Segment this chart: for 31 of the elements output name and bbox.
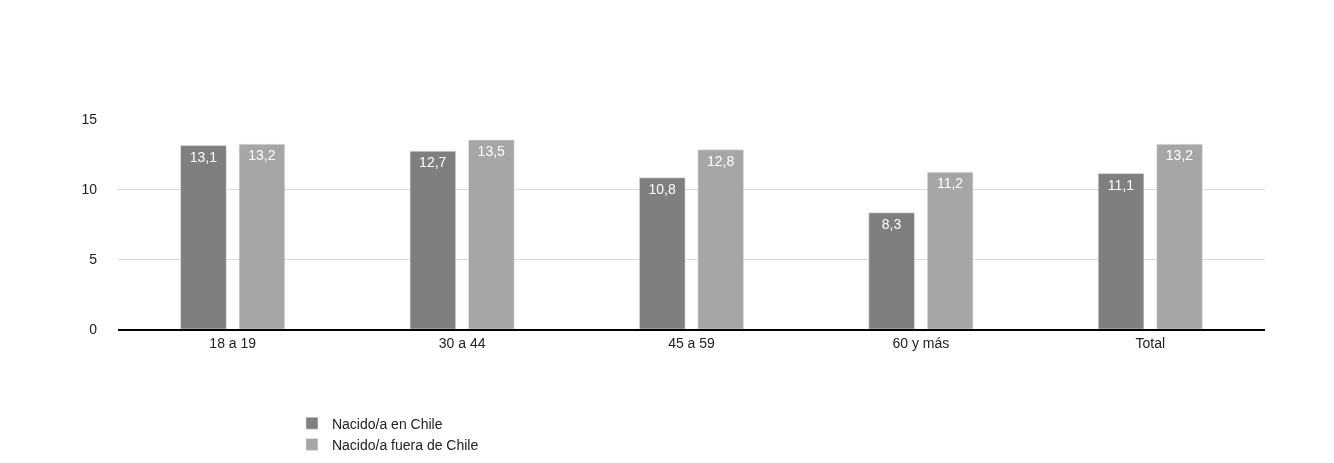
bar xyxy=(409,150,456,329)
data-label: 13,5 xyxy=(477,143,506,159)
data-label: 8,3 xyxy=(881,215,902,232)
bar xyxy=(1156,143,1203,329)
data-label: 11,2 xyxy=(936,175,964,192)
bar xyxy=(868,212,915,329)
y-tick-label: 0 xyxy=(89,320,98,337)
x-tick-label: 45 a 59 xyxy=(668,334,716,351)
bar xyxy=(639,177,686,329)
x-tick-label: 18 a 19 xyxy=(209,334,257,351)
y-tick-label: 10 xyxy=(81,180,98,197)
bar xyxy=(697,149,744,329)
x-tick-label: Total xyxy=(1135,334,1166,351)
data-label: 12,7 xyxy=(419,154,447,171)
legend-label: Nacido/a fuera de Chile xyxy=(331,436,479,453)
y-tick-label: 15 xyxy=(81,110,98,127)
data-label: 11,1 xyxy=(1107,176,1135,193)
data-label: 13,2 xyxy=(248,147,276,164)
legend-label: Nacido/a en Chile xyxy=(331,415,443,432)
x-tick-label: 60 y más xyxy=(892,334,950,351)
y-tick-label: 5 xyxy=(89,250,98,267)
data-label: 13,1 xyxy=(189,148,218,165)
bar xyxy=(238,143,286,329)
bar xyxy=(468,139,515,329)
data-label: 12,8 xyxy=(707,152,735,169)
bar xyxy=(1097,173,1145,329)
data-label: 13,2 xyxy=(1165,147,1194,164)
data-label: 10,8 xyxy=(648,180,676,197)
bar xyxy=(927,171,974,329)
bar xyxy=(180,145,227,329)
x-tick-label: 30 a 44 xyxy=(438,334,486,351)
